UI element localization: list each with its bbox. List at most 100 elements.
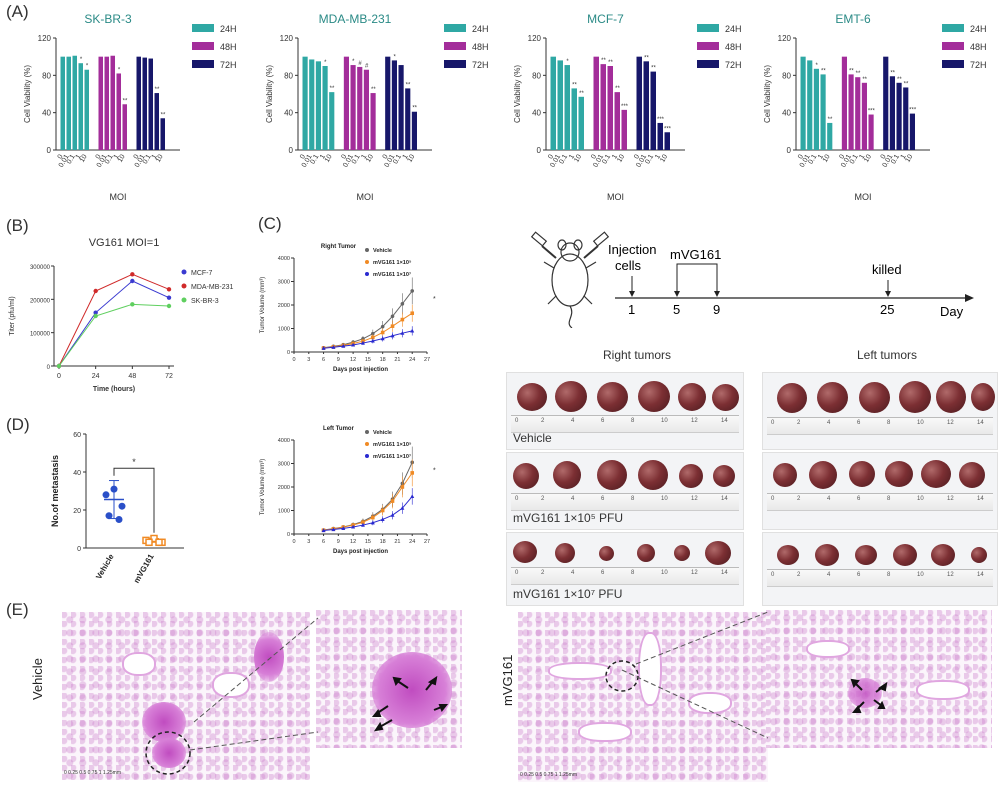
mda-mb-231-xtick-label: 0.1 [351, 153, 362, 165]
mda-mb-231-sig-label: * [393, 54, 396, 60]
mcf-7-legend-label: 24H [725, 24, 742, 34]
mda-mb-231-bar [309, 59, 315, 150]
mda-mb-231-xtick-label: 1 [402, 153, 410, 160]
mda-mb-231-sig-label: ** [412, 106, 417, 112]
mcf-7-sig-label: ** [572, 82, 577, 88]
emt-6-sig-label: *** [909, 108, 917, 114]
right-tumor-line [323, 312, 413, 349]
mda-mb-231-bar [350, 65, 356, 150]
mcf-7-ytick-label: 0 [537, 146, 542, 155]
mcf-7-sig-label: *** [621, 104, 629, 110]
sk-br-3-bar [122, 104, 127, 150]
left-tumor-xtick-label: 21 [394, 539, 400, 545]
left-tumor-ytick-label: 3000 [278, 462, 290, 468]
mcf-7-sig-label: *** [664, 126, 672, 132]
sk-br-3-xtick-label: 1 [75, 153, 83, 160]
right-tumor-point [331, 345, 336, 349]
sk-br-3-xtick-label: 0.1 [66, 153, 77, 165]
histology-label-mvg161: mVG161 [500, 654, 515, 706]
emt-6-legend-swatch [942, 60, 964, 68]
emt-6-bar [841, 56, 847, 150]
right-tumor-line [323, 290, 413, 349]
right-tumor-legend-marker [365, 248, 369, 252]
tumor-photo-low-dose-right: 0 2 4 6 8 10 12 14 mVG161 1×10⁵ PFU [506, 452, 744, 530]
mcf-7-bar [657, 122, 663, 150]
metastasis-ytick-label: 0 [77, 546, 81, 553]
sk-br-3-bar [154, 93, 159, 150]
emt-6-sig-label: ** [904, 81, 909, 87]
titer-point [130, 272, 135, 277]
titer-line-sk-br-3 [58, 303, 170, 367]
mda-mb-231-ytick-label: 120 [280, 34, 294, 43]
right-tumor-ylabel: Tumor Volume (mm³) [260, 277, 266, 333]
sk-br-3-bar [136, 56, 141, 150]
metastasis-point [150, 534, 158, 543]
mda-mb-231-bar [329, 92, 335, 150]
mda-mb-231-sig-label: * [352, 59, 355, 65]
left-tumor-point [410, 471, 415, 475]
emt-6-xtick-label: 1 [858, 153, 866, 160]
left-tumor-point [360, 522, 365, 527]
mda-mb-231-legend-label: 48H [472, 42, 489, 52]
right-tumor-point [400, 331, 405, 335]
photo-label-vehicle: Vehicle [513, 431, 552, 445]
emt-6-ylabel: Cell Viability (%) [763, 65, 772, 123]
mda-mb-231-bar [398, 65, 404, 150]
mda-mb-231-bar [405, 88, 411, 150]
emt-6-sig-label: ** [828, 117, 833, 123]
titer-legend-marker [181, 283, 187, 289]
right-tumor-point [380, 336, 385, 341]
titer-line-chart: VG161 MOI=1 0 100000 200000 300000 0 24 48 72 Tim… [9, 237, 234, 393]
mcf-7-xtick-label: 0.1 [558, 153, 569, 165]
mcf-7-ylabel: Cell Viability (%) [513, 65, 522, 123]
titer-line-mda-mb-231 [58, 273, 170, 367]
titer-ytick-label: 200000 [30, 298, 51, 304]
metastasis-scatter-plot: 0 20 40 60 No.of metastasis Vehicle mVG161 * [50, 432, 184, 585]
metastasis-point [145, 538, 153, 547]
left-tumor-xtick-label: 6 [322, 539, 325, 545]
titer-xtick-label: 48 [128, 373, 136, 380]
emt-6-legend-label: 24H [970, 24, 987, 34]
mcf-7-xtick-label: 10 [616, 153, 626, 163]
emt-6-xtick-label: 0 [880, 153, 888, 160]
left-tumor-sig-label: * [433, 467, 436, 474]
mcf-7-legend-swatch [697, 42, 719, 50]
mcf-7-sig-label: ** [601, 58, 606, 64]
right-tumor-point [370, 338, 375, 343]
mda-mb-231-xtick-label: 1 [360, 153, 368, 160]
mda-mb-231-xtick-label: 0 [382, 153, 390, 160]
timeline-day-1: 1 [628, 302, 635, 317]
left-tumor-point [390, 513, 395, 517]
mda-mb-231-xtick-label: 0.1 [392, 153, 403, 165]
emt-6-xtick-label: 0 [797, 153, 805, 160]
right-tumor-xtick-label: 12 [350, 357, 356, 363]
emt-6-ytick-label: 40 [782, 109, 791, 118]
left-tumor-point [390, 499, 395, 503]
sk-br-3-bar [148, 58, 153, 150]
titer-point [130, 302, 135, 307]
emt-6-ytick-label: 80 [782, 71, 791, 80]
titer-legend-label: MCF-7 [191, 270, 212, 277]
titer-point [56, 363, 62, 369]
mcf-7-sig-label: ** [651, 66, 656, 72]
mda-mb-231-bar [370, 93, 376, 150]
panel-label-a: (A) [6, 2, 29, 21]
zoom-connector-vehicle [190, 617, 319, 751]
timeline-cells: cells [615, 258, 642, 273]
mda-mb-231-ylabel: Cell Viability (%) [265, 65, 274, 123]
mcf-7-bar [607, 66, 613, 150]
mcf-7-sig-label: ** [644, 55, 649, 61]
sk-br-3-title: SK-BR-3 [84, 12, 132, 26]
mcf-7-xtick-label: 0.1 [601, 153, 612, 165]
sk-br-3-bar [98, 56, 103, 150]
left-tumors-heading: Left tumors [857, 348, 918, 362]
mcf-7-legend-label: 72H [725, 60, 742, 70]
mda-mb-231-sig-label: # [365, 64, 369, 70]
right-tumor-ytick-label: 2000 [278, 303, 290, 309]
emt-6-bar [868, 114, 874, 150]
panel-label-b: (B) [6, 216, 29, 235]
titer-point [93, 313, 98, 319]
sk-br-3-sig-label: ** [155, 87, 160, 93]
sk-br-3-xtick-label: 0 [133, 153, 141, 160]
emt-6-bar [848, 74, 854, 150]
